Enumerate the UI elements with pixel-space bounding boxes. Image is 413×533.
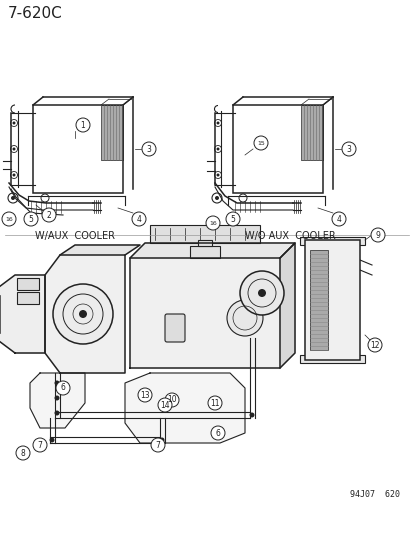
Circle shape xyxy=(132,212,146,226)
Bar xyxy=(300,105,322,160)
Circle shape xyxy=(33,438,47,452)
Polygon shape xyxy=(45,255,125,373)
Text: 7: 7 xyxy=(155,440,160,449)
Circle shape xyxy=(55,410,59,416)
Bar xyxy=(150,225,259,243)
Circle shape xyxy=(12,122,15,125)
Text: 1: 1 xyxy=(81,120,85,130)
Polygon shape xyxy=(30,373,85,428)
Circle shape xyxy=(24,212,38,226)
Circle shape xyxy=(216,174,219,176)
Circle shape xyxy=(138,388,152,402)
Bar xyxy=(197,240,211,246)
Text: 11: 11 xyxy=(210,399,219,408)
Text: 10: 10 xyxy=(167,395,176,405)
Text: 5: 5 xyxy=(28,214,33,223)
Circle shape xyxy=(367,338,381,352)
Text: 6: 6 xyxy=(215,429,220,438)
Text: 2: 2 xyxy=(47,211,51,220)
Polygon shape xyxy=(279,243,294,368)
Bar xyxy=(309,250,327,350)
Circle shape xyxy=(55,381,59,385)
FancyBboxPatch shape xyxy=(165,314,185,342)
Polygon shape xyxy=(130,243,294,258)
Text: 4: 4 xyxy=(336,214,341,223)
Text: 7-620C: 7-620C xyxy=(8,6,63,21)
Circle shape xyxy=(331,212,345,226)
Polygon shape xyxy=(0,275,45,353)
Text: 9: 9 xyxy=(375,230,380,239)
Circle shape xyxy=(257,289,266,297)
Bar xyxy=(233,105,322,193)
Bar xyxy=(299,237,364,245)
Bar xyxy=(17,278,39,290)
Circle shape xyxy=(211,426,224,440)
Circle shape xyxy=(216,122,219,125)
Text: 13: 13 xyxy=(140,391,150,400)
Bar xyxy=(299,355,364,363)
Circle shape xyxy=(226,300,262,336)
Polygon shape xyxy=(130,258,279,368)
Circle shape xyxy=(12,148,15,150)
Circle shape xyxy=(249,413,254,417)
Circle shape xyxy=(76,118,90,132)
Circle shape xyxy=(240,271,283,315)
Circle shape xyxy=(142,142,156,156)
Circle shape xyxy=(158,398,171,412)
Circle shape xyxy=(254,136,267,150)
Text: W/AUX  COOLER: W/AUX COOLER xyxy=(35,231,115,241)
Bar xyxy=(304,240,359,360)
Circle shape xyxy=(55,395,59,400)
Text: 3: 3 xyxy=(346,144,351,154)
Circle shape xyxy=(214,196,218,200)
Circle shape xyxy=(42,208,56,222)
Circle shape xyxy=(165,393,178,407)
Text: 16: 16 xyxy=(209,221,216,225)
Bar xyxy=(17,292,39,304)
Polygon shape xyxy=(60,245,140,255)
Bar xyxy=(33,105,123,193)
Circle shape xyxy=(341,142,355,156)
Text: 6: 6 xyxy=(60,384,65,392)
Circle shape xyxy=(2,212,16,226)
Bar xyxy=(190,246,219,258)
Circle shape xyxy=(16,446,30,460)
Bar xyxy=(101,105,123,160)
Circle shape xyxy=(53,284,113,344)
Circle shape xyxy=(12,174,15,176)
Text: 4: 4 xyxy=(136,214,141,223)
Circle shape xyxy=(207,396,221,410)
Text: 5: 5 xyxy=(230,214,235,223)
Circle shape xyxy=(56,381,70,395)
Circle shape xyxy=(216,148,219,150)
Circle shape xyxy=(225,212,240,226)
Text: W/O AUX  COOLER: W/O AUX COOLER xyxy=(244,231,335,241)
Polygon shape xyxy=(125,373,244,443)
Text: 8: 8 xyxy=(21,448,25,457)
Circle shape xyxy=(151,438,165,452)
Circle shape xyxy=(206,216,219,230)
Circle shape xyxy=(50,438,55,442)
Text: 7: 7 xyxy=(38,440,43,449)
Text: 16: 16 xyxy=(5,216,13,222)
Circle shape xyxy=(11,196,15,200)
Text: 94J07  620: 94J07 620 xyxy=(349,490,399,499)
Text: 14: 14 xyxy=(160,400,169,409)
Circle shape xyxy=(370,228,384,242)
Text: 15: 15 xyxy=(256,141,264,146)
Text: 3: 3 xyxy=(146,144,151,154)
Circle shape xyxy=(79,310,87,318)
Text: 12: 12 xyxy=(369,341,379,350)
Circle shape xyxy=(159,438,164,442)
